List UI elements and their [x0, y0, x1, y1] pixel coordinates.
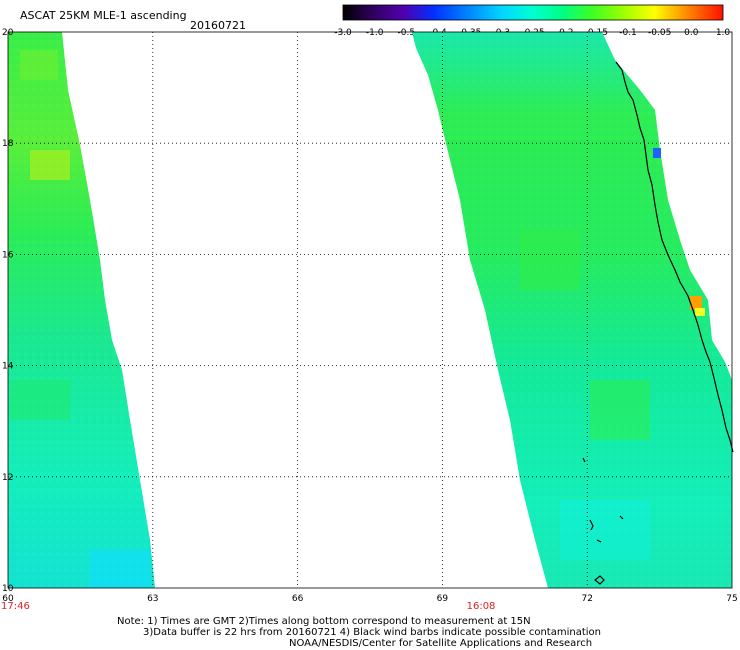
x-tick-label: 63 — [147, 594, 158, 604]
plot-frame — [7, 31, 733, 589]
grid-lines — [8, 32, 732, 588]
note-line-3: NOAA/NESDIS/Center for Satellite Applica… — [289, 638, 593, 649]
y-tick-label: 10 — [2, 584, 14, 594]
x-tick-label: 66 — [292, 594, 304, 604]
right-swath — [412, 32, 732, 588]
colorbar-label: -0.1 — [619, 28, 637, 38]
colorbar-label: -3.0 — [334, 28, 352, 38]
colorbar-label: -0.05 — [648, 28, 671, 38]
colorbar-label: -1.0 — [366, 28, 384, 38]
colorbar-label: -0.5 — [398, 28, 416, 38]
x-tick-label: 72 — [581, 594, 592, 604]
pass-time-label: 17:46 — [1, 601, 30, 612]
colorbar-scale — [342, 4, 724, 21]
x-tick-label: 60 — [2, 594, 14, 604]
y-tick-label: 18 — [2, 139, 14, 149]
x-tick-label: 75 — [726, 594, 737, 604]
note-line-1: Note: 1) Times are GMT 2)Times along bot… — [117, 616, 531, 627]
y-tick-labels: 20 18 16 14 12 10 — [2, 28, 14, 594]
colorbar-label: 0.0 — [684, 28, 699, 38]
x-tick-label: 69 — [437, 594, 449, 604]
coastline — [582, 61, 734, 585]
map-title: ASCAT 25KM MLE-1 ascending — [20, 9, 187, 22]
colorbar-label: 1.0 — [716, 28, 731, 38]
pass-time-labels: 17:46 16:08 — [1, 601, 495, 612]
y-tick-label: 12 — [2, 473, 13, 483]
left-swath — [8, 32, 155, 588]
note-line-2: 3)Data buffer is 22 hrs from 20160721 4)… — [143, 627, 601, 638]
x-tick-labels: 60 63 66 69 72 75 — [2, 594, 737, 604]
pass-time-label: 16:08 — [467, 601, 496, 612]
y-tick-label: 16 — [2, 250, 14, 260]
y-tick-label: 14 — [2, 362, 14, 372]
map-date: 20160721 — [190, 19, 246, 32]
map-plot: 60 63 66 69 72 75 20 18 16 14 12 10 17:46 16:08 — [1, 28, 738, 612]
y-tick-label: 20 — [2, 28, 14, 38]
